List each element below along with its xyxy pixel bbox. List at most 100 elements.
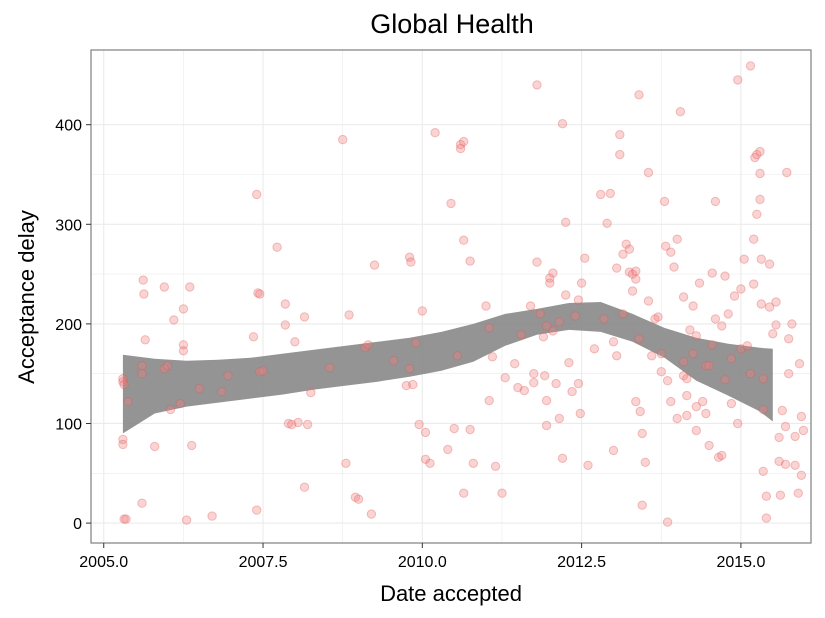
data-point [701,408,711,419]
data-point [272,242,282,252]
y-tick-label: 0 [73,516,82,533]
data-point [596,189,606,200]
data-point [570,311,580,321]
data-point [745,369,756,379]
data-point [752,209,762,220]
data-point [465,424,475,435]
data-point [661,241,671,251]
data-point [545,273,555,283]
data-point [796,470,807,480]
data-point [659,196,670,207]
data-point [580,253,590,263]
data-point [425,458,435,468]
data-point [554,413,564,424]
data-point [363,340,373,350]
data-point [545,278,555,288]
data-point [678,371,689,381]
data-point [774,432,784,443]
data-point [178,340,189,350]
data-point [704,440,714,451]
data-point [758,404,768,415]
data-point [516,330,526,340]
data-point [624,244,635,254]
data-point [666,396,676,407]
data-point [216,386,227,397]
data-point [510,359,520,369]
data-point [325,363,335,373]
data-point [280,299,290,309]
data-point [406,257,416,267]
data-point [739,254,749,264]
data-point [561,290,571,300]
data-point [449,423,459,434]
data-point [682,410,692,421]
data-point [707,268,717,278]
y-axis: 0 100 200 300 400 [55,118,91,533]
data-point [656,349,666,359]
data-point [255,289,265,299]
data-point [401,380,412,391]
data-point [258,366,268,376]
data-point [420,454,431,464]
data-point [430,128,440,138]
data-point [643,296,654,306]
data-point [248,332,259,342]
data-point [576,278,587,288]
data-point [369,260,380,270]
data-point [139,289,149,299]
data-point [688,301,698,311]
data-point [255,367,265,377]
data-point [541,420,552,431]
data-point [290,337,300,347]
data-point [118,439,128,450]
data-point [299,312,310,322]
data-point [252,189,262,200]
data-point [780,421,791,432]
data-point [185,282,195,292]
data-point [733,418,743,429]
chart-title: Global Health [370,9,534,39]
data-point [360,343,370,353]
data-point [685,325,695,335]
y-tick-label: 400 [55,118,82,135]
data-point [468,458,478,468]
data-point [793,488,803,498]
data-point [736,284,746,294]
data-point [726,398,737,409]
data-point [720,271,730,281]
data-point [497,488,507,498]
data-point [187,440,197,451]
data-point [666,247,676,257]
data-point [750,152,760,163]
data-point [529,378,539,388]
data-point [119,379,129,390]
data-point [764,259,775,269]
data-point [698,396,708,407]
data-point [137,361,147,371]
data-point [350,492,361,502]
data-point [631,266,641,276]
data-point [535,309,545,319]
data-point [682,374,692,384]
data-point [720,375,730,385]
data-point [589,344,600,354]
data-point [775,490,786,500]
data-point [404,364,415,374]
data-point [443,444,453,455]
data-point [223,371,233,381]
data-point [353,494,364,504]
data-point [567,386,577,397]
data-point [140,335,150,345]
data-point [608,445,619,456]
data-point [484,395,494,406]
data-point [159,364,170,374]
data-point [338,134,348,145]
data-point [366,509,377,519]
data-point [662,376,673,386]
data-point [564,358,574,368]
data-point [736,344,746,354]
data-point [758,466,768,476]
data-point [764,302,775,312]
data-point [733,75,743,85]
data-point [519,385,529,396]
